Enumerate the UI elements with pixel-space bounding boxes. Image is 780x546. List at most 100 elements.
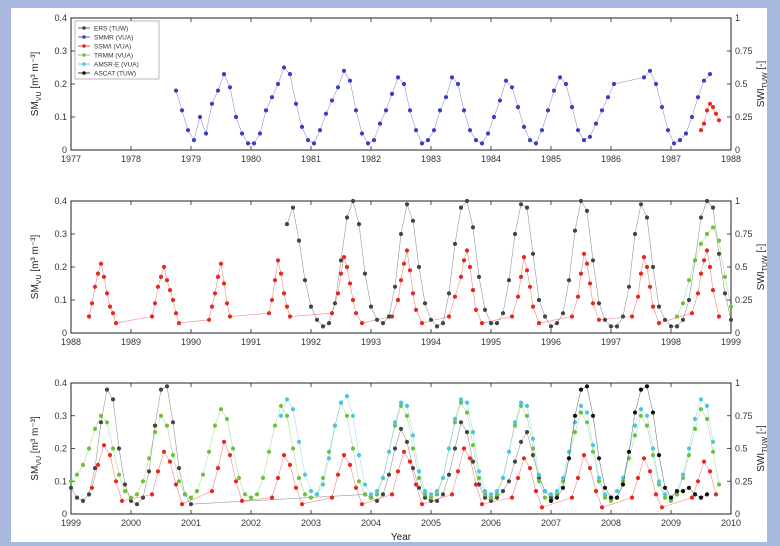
point-trmm [410, 446, 416, 451]
point-ers [284, 222, 290, 227]
point-ssmi [335, 291, 341, 296]
point-amsre [518, 400, 524, 405]
y-tick-label: 0.4 [54, 378, 67, 388]
point-trmm [470, 443, 476, 448]
point-amsre [380, 475, 386, 481]
point-ssmi [89, 301, 95, 306]
point-ssmi [629, 314, 635, 319]
point-smmr [413, 128, 419, 133]
point-trmm [680, 301, 686, 306]
point-ssmi [419, 502, 425, 507]
point-ers [476, 482, 482, 487]
point-ssmi [527, 466, 533, 471]
point-ssmi [299, 502, 305, 507]
point-ssmi [407, 459, 413, 464]
point-trmm [404, 413, 410, 418]
point-trmm [284, 413, 290, 418]
point-amsre [458, 397, 464, 402]
point-ssmi [581, 453, 587, 458]
point-trmm [290, 446, 296, 451]
point-smmr [215, 88, 221, 93]
point-smmr [677, 138, 683, 143]
point-ers [398, 426, 404, 431]
point-ssmi [650, 304, 656, 309]
point-amsre [650, 446, 656, 451]
point-smmr [233, 114, 239, 120]
point-amsre [566, 449, 572, 454]
point-amsre [446, 446, 452, 451]
point-smmr [251, 141, 257, 146]
point-smmr [185, 128, 191, 133]
point-ssmi [86, 314, 92, 319]
point-ascat [656, 453, 662, 458]
x-tick-label: 2002 [241, 518, 261, 528]
point-ers [302, 278, 308, 283]
point-ers [512, 459, 518, 464]
point-amsre [686, 446, 692, 451]
point-amsre [470, 430, 476, 435]
point-ssmi [647, 469, 653, 474]
point-amsre [302, 472, 308, 477]
point-amsre [434, 489, 440, 494]
point-smmr [473, 138, 479, 143]
y2-tick-label: 0.5 [735, 79, 748, 89]
point-smmr [269, 95, 275, 100]
x-tick-label: 1991 [241, 337, 261, 347]
y-tick-label: 0.4 [54, 196, 67, 206]
point-ers [602, 317, 608, 322]
point-trmm [356, 479, 362, 484]
point-amsre [560, 475, 566, 481]
x-tick-label: 2001 [181, 518, 201, 528]
series-ers [284, 198, 734, 329]
point-ssmi [149, 314, 155, 319]
point-ers [674, 324, 680, 329]
point-ers [452, 241, 458, 246]
point-smmr [647, 68, 653, 73]
point-ssmi [206, 317, 212, 322]
point-smmr [359, 131, 365, 136]
x-tick-label: 1988 [61, 337, 81, 347]
point-amsre [416, 469, 422, 474]
point-ers [626, 284, 632, 289]
point-ers [332, 301, 338, 306]
point-ssmi [164, 278, 170, 283]
point-ssmi [641, 456, 647, 461]
point-amsre [344, 394, 350, 399]
point-trmm [608, 498, 614, 503]
y-tick-label: 0 [62, 145, 67, 155]
point-ers [548, 324, 554, 329]
point-ers [404, 439, 410, 444]
point-ssmi [107, 453, 113, 458]
point-ers [320, 324, 326, 329]
point-trmm [86, 446, 92, 451]
point-trmm [98, 413, 104, 418]
point-ers [422, 301, 428, 306]
point-trmm [710, 449, 716, 454]
x-tick-label: 1995 [481, 337, 501, 347]
point-trmm [722, 274, 728, 279]
point-trmm [716, 238, 722, 243]
point-amsre [710, 439, 716, 444]
point-ssmi [641, 255, 647, 260]
point-ssmi [659, 505, 665, 510]
point-smmr [341, 68, 347, 73]
point-ssmi [701, 258, 707, 263]
point-ers [446, 291, 452, 296]
point-amsre [386, 449, 392, 454]
point-amsre [614, 489, 620, 494]
point-ers [560, 311, 566, 316]
point-trmm [128, 495, 134, 500]
point-smmr [353, 108, 359, 113]
point-ers [494, 495, 500, 500]
point-ers [128, 498, 134, 503]
series-ssmi [86, 248, 722, 326]
point-ers [722, 291, 728, 296]
plot-area [70, 17, 732, 151]
point-ssmi [701, 459, 707, 464]
point-ers [440, 321, 446, 326]
point-ssmi [698, 271, 704, 276]
point-ssmi [473, 307, 479, 312]
point-ssmi [707, 469, 713, 474]
x-tick-label: 2000 [121, 518, 141, 528]
point-ssmi [224, 301, 230, 306]
